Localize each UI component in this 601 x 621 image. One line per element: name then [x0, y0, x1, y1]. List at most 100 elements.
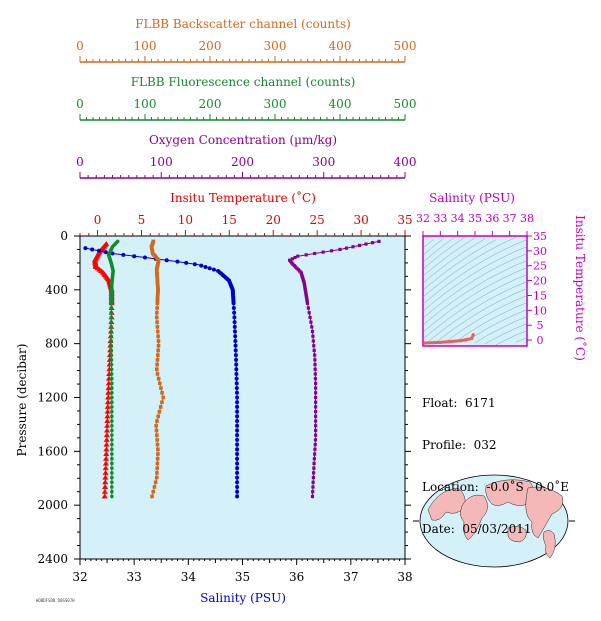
oxygen-point	[338, 247, 342, 252]
density-contour	[422, 267, 528, 333]
fluorescence-tick-label: 0	[76, 97, 84, 111]
temperature-point	[104, 408, 111, 414]
oxygen-point	[344, 246, 349, 250]
oxygen-point	[364, 242, 368, 246]
inset-x-tick-label: 35	[468, 212, 482, 225]
salinity-tick-label: 36	[289, 570, 304, 584]
backscatter-point	[154, 428, 159, 433]
oxygen-point	[314, 395, 318, 400]
inset-x-tick-label: 32	[416, 212, 430, 225]
temperature-tick-label: 35	[397, 213, 412, 227]
fluorescence-point	[110, 409, 114, 414]
backscatter-point	[155, 358, 160, 362]
salinity-point	[234, 357, 239, 362]
pressure-tick-label: 800	[45, 337, 68, 351]
salinity-point	[233, 348, 238, 353]
density-contour	[464, 309, 528, 343]
ts-point	[471, 333, 475, 337]
salinity-point	[234, 386, 239, 391]
fluorescence-point	[110, 447, 114, 452]
density-contour	[454, 302, 528, 343]
salinity-point	[235, 400, 240, 405]
backscatter-point	[158, 405, 163, 409]
fluorescence-point	[109, 362, 114, 367]
salinity-point	[231, 306, 236, 311]
pressure-axis-label: Pressure (decibar)	[15, 344, 29, 457]
oxygen-point	[312, 471, 316, 475]
salinity-point	[235, 414, 240, 419]
temperature-tick-label: 0	[94, 213, 102, 227]
oxygen-point	[314, 419, 318, 423]
salinity-point	[234, 362, 239, 367]
temperature-point	[105, 394, 112, 400]
inset-salinity-label: Salinity (PSU)	[429, 191, 515, 205]
ts-point	[469, 336, 474, 341]
fluorescence-point	[110, 480, 114, 485]
fluorescence-tick-label: 100	[134, 97, 157, 111]
fluorescence-point	[110, 475, 114, 480]
salinity-point	[235, 466, 240, 471]
fluorescence-point	[110, 400, 114, 405]
density-contour	[422, 281, 528, 347]
fluorescence-point	[109, 348, 114, 353]
salinity-tick-label: 35	[235, 570, 250, 584]
salinity-point	[235, 442, 240, 447]
oxygen-point	[321, 250, 325, 254]
temperature-point	[103, 446, 110, 452]
fluorescence-tick-label: 300	[264, 97, 287, 111]
fluorescence-point	[110, 489, 114, 494]
fluorescence-point	[110, 419, 114, 423]
backscatter-point	[156, 334, 160, 339]
backscatter-point	[155, 471, 159, 475]
pressure-tick-label: 2400	[37, 552, 68, 566]
oxygen-tick-label: 100	[150, 155, 173, 169]
temperature-point	[103, 432, 110, 438]
backscatter-point	[156, 414, 160, 419]
backscatter-tick-label: 0	[76, 39, 84, 53]
density-contour	[422, 239, 528, 305]
fluorescence-point	[109, 343, 114, 348]
backscatter-point	[155, 329, 160, 334]
backscatter-point	[156, 343, 161, 348]
backscatter-point	[154, 475, 159, 480]
density-contour	[422, 236, 517, 298]
salinity-point	[235, 409, 240, 414]
density-contour	[422, 237, 476, 277]
salinity-point	[175, 259, 180, 264]
temperature-point	[104, 399, 111, 405]
density-contour	[422, 237, 465, 270]
backscatter-point	[155, 306, 159, 310]
oxygen-tick-label: 400	[394, 155, 417, 169]
backscatter-point	[155, 320, 159, 324]
temperature-point	[104, 427, 111, 433]
fluorescence-point	[110, 395, 114, 400]
float-id: Float: 6171	[422, 396, 496, 410]
temperature-axis-label: Insitu Temperature (˚C)	[170, 190, 316, 205]
oxygen-point	[312, 461, 316, 466]
salinity-point	[96, 248, 101, 253]
backscatter-point	[155, 362, 159, 367]
oxygen-point	[306, 306, 310, 310]
density-contour	[422, 274, 528, 340]
fluorescence-point	[109, 353, 114, 357]
salinity-point	[235, 423, 240, 428]
backscatter-point	[155, 310, 159, 315]
backscatter-tick-label: 300	[264, 39, 287, 53]
fluorescence-point	[110, 414, 114, 419]
backscatter-point	[155, 419, 159, 423]
fluorescence-tick-label: 400	[329, 97, 352, 111]
density-contour	[422, 239, 496, 291]
oxygen-point	[313, 358, 317, 362]
backscatter-point	[156, 376, 161, 381]
temperature-point	[102, 479, 109, 485]
oxygen-point	[370, 241, 375, 245]
backscatter-point	[160, 390, 164, 395]
fluorescence-point	[109, 320, 113, 324]
salinity-point	[235, 395, 240, 400]
temperature-tick-label: 30	[353, 213, 368, 227]
backscatter-point	[154, 315, 159, 320]
temperature-point	[104, 413, 111, 419]
backscatter-point	[151, 489, 156, 494]
salinity-point	[235, 484, 240, 489]
temperature-point	[105, 389, 112, 395]
